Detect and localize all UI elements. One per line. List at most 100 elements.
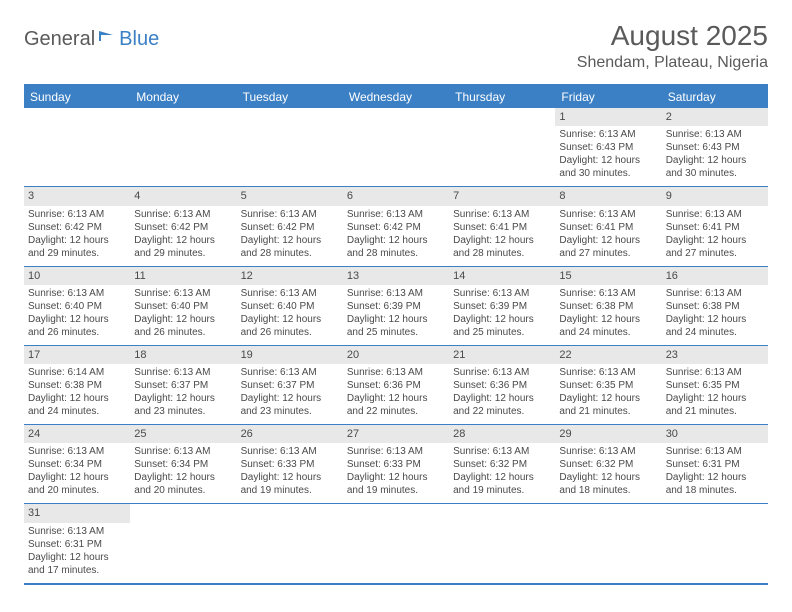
sunset-text: Sunset: 6:42 PM: [241, 221, 339, 234]
daylight-text: and 30 minutes.: [559, 167, 657, 180]
sunset-text: Sunset: 6:38 PM: [666, 300, 764, 313]
daylight-text: and 29 minutes.: [134, 247, 232, 260]
calendar-page: General Blue August 2025 Shendam, Platea…: [0, 0, 792, 605]
daylight-text: and 21 minutes.: [666, 405, 764, 418]
day-number: 20: [343, 346, 449, 364]
daylight-text: Daylight: 12 hours: [559, 392, 657, 405]
day-header-row: Sunday Monday Tuesday Wednesday Thursday…: [24, 85, 768, 108]
daylight-text: Daylight: 12 hours: [28, 313, 126, 326]
day-number: 29: [555, 425, 661, 443]
sunrise-text: Sunrise: 6:13 AM: [241, 366, 339, 379]
sunrise-text: Sunrise: 6:13 AM: [453, 445, 551, 458]
sunrise-text: Sunrise: 6:13 AM: [134, 366, 232, 379]
sunset-text: Sunset: 6:40 PM: [134, 300, 232, 313]
day-cell: 30Sunrise: 6:13 AMSunset: 6:31 PMDayligh…: [662, 425, 768, 504]
daylight-text: and 19 minutes.: [347, 484, 445, 497]
daylight-text: Daylight: 12 hours: [28, 234, 126, 247]
sunset-text: Sunset: 6:40 PM: [28, 300, 126, 313]
day-number: 1: [555, 108, 661, 126]
day-number: 26: [237, 425, 343, 443]
sunrise-text: Sunrise: 6:13 AM: [559, 366, 657, 379]
day-cell: 1Sunrise: 6:13 AMSunset: 6:43 PMDaylight…: [555, 108, 661, 187]
daylight-text: and 24 minutes.: [559, 326, 657, 339]
empty-cell: [237, 108, 343, 187]
day-number: 4: [130, 187, 236, 205]
logo: General Blue: [24, 20, 159, 51]
daylight-text: Daylight: 12 hours: [559, 313, 657, 326]
empty-cell: [130, 108, 236, 187]
sunrise-text: Sunrise: 6:13 AM: [453, 208, 551, 221]
day-cell: 21Sunrise: 6:13 AMSunset: 6:36 PMDayligh…: [449, 345, 555, 424]
calendar-row: 3Sunrise: 6:13 AMSunset: 6:42 PMDaylight…: [24, 187, 768, 266]
sunset-text: Sunset: 6:43 PM: [559, 141, 657, 154]
day-number: 25: [130, 425, 236, 443]
sunset-text: Sunset: 6:31 PM: [28, 538, 126, 551]
sunset-text: Sunset: 6:42 PM: [134, 221, 232, 234]
day-number: 24: [24, 425, 130, 443]
daylight-text: Daylight: 12 hours: [559, 154, 657, 167]
sunrise-text: Sunrise: 6:14 AM: [28, 366, 126, 379]
day-cell: 22Sunrise: 6:13 AMSunset: 6:35 PMDayligh…: [555, 345, 661, 424]
day-cell: 31Sunrise: 6:13 AMSunset: 6:31 PMDayligh…: [24, 504, 130, 584]
daylight-text: Daylight: 12 hours: [666, 154, 764, 167]
sunset-text: Sunset: 6:41 PM: [453, 221, 551, 234]
sunset-text: Sunset: 6:41 PM: [666, 221, 764, 234]
daylight-text: and 20 minutes.: [134, 484, 232, 497]
empty-cell: [343, 108, 449, 187]
sunset-text: Sunset: 6:33 PM: [241, 458, 339, 471]
day-cell: 5Sunrise: 6:13 AMSunset: 6:42 PMDaylight…: [237, 187, 343, 266]
empty-cell: [449, 108, 555, 187]
sunrise-text: Sunrise: 6:13 AM: [347, 208, 445, 221]
calendar-row: 1Sunrise: 6:13 AMSunset: 6:43 PMDaylight…: [24, 108, 768, 187]
sunset-text: Sunset: 6:36 PM: [347, 379, 445, 392]
sunset-text: Sunset: 6:42 PM: [347, 221, 445, 234]
day-cell: 9Sunrise: 6:13 AMSunset: 6:41 PMDaylight…: [662, 187, 768, 266]
daylight-text: and 25 minutes.: [453, 326, 551, 339]
day-cell: 20Sunrise: 6:13 AMSunset: 6:36 PMDayligh…: [343, 345, 449, 424]
day-cell: 16Sunrise: 6:13 AMSunset: 6:38 PMDayligh…: [662, 266, 768, 345]
daylight-text: Daylight: 12 hours: [666, 313, 764, 326]
daylight-text: and 25 minutes.: [347, 326, 445, 339]
day-number: 14: [449, 267, 555, 285]
sunset-text: Sunset: 6:31 PM: [666, 458, 764, 471]
day-cell: 28Sunrise: 6:13 AMSunset: 6:32 PMDayligh…: [449, 425, 555, 504]
sunrise-text: Sunrise: 6:13 AM: [134, 287, 232, 300]
day-number: 8: [555, 187, 661, 205]
daylight-text: and 28 minutes.: [241, 247, 339, 260]
daylight-text: and 19 minutes.: [453, 484, 551, 497]
day-number: 6: [343, 187, 449, 205]
month-title: August 2025: [577, 20, 768, 52]
sunrise-text: Sunrise: 6:13 AM: [559, 208, 657, 221]
daylight-text: Daylight: 12 hours: [453, 471, 551, 484]
day-cell: 27Sunrise: 6:13 AMSunset: 6:33 PMDayligh…: [343, 425, 449, 504]
daylight-text: and 26 minutes.: [241, 326, 339, 339]
header: General Blue August 2025 Shendam, Platea…: [24, 20, 768, 72]
daylight-text: Daylight: 12 hours: [453, 234, 551, 247]
sunrise-text: Sunrise: 6:13 AM: [666, 208, 764, 221]
sunset-text: Sunset: 6:40 PM: [241, 300, 339, 313]
empty-cell: [662, 504, 768, 584]
day-number: 12: [237, 267, 343, 285]
sunset-text: Sunset: 6:34 PM: [28, 458, 126, 471]
sunrise-text: Sunrise: 6:13 AM: [347, 445, 445, 458]
daylight-text: and 17 minutes.: [28, 564, 126, 577]
sunrise-text: Sunrise: 6:13 AM: [666, 287, 764, 300]
day-number: 13: [343, 267, 449, 285]
day-cell: 12Sunrise: 6:13 AMSunset: 6:40 PMDayligh…: [237, 266, 343, 345]
day-cell: 29Sunrise: 6:13 AMSunset: 6:32 PMDayligh…: [555, 425, 661, 504]
daylight-text: Daylight: 12 hours: [241, 471, 339, 484]
day-cell: 25Sunrise: 6:13 AMSunset: 6:34 PMDayligh…: [130, 425, 236, 504]
daylight-text: Daylight: 12 hours: [134, 313, 232, 326]
daylight-text: Daylight: 12 hours: [347, 392, 445, 405]
sunset-text: Sunset: 6:38 PM: [559, 300, 657, 313]
day-number: 18: [130, 346, 236, 364]
daylight-text: Daylight: 12 hours: [241, 392, 339, 405]
dayhead-wed: Wednesday: [343, 85, 449, 108]
sunset-text: Sunset: 6:37 PM: [134, 379, 232, 392]
sunset-text: Sunset: 6:39 PM: [347, 300, 445, 313]
sunset-text: Sunset: 6:42 PM: [28, 221, 126, 234]
sunrise-text: Sunrise: 6:13 AM: [134, 208, 232, 221]
day-number: 15: [555, 267, 661, 285]
logo-text-blue: Blue: [119, 28, 159, 51]
sunrise-text: Sunrise: 6:13 AM: [134, 445, 232, 458]
